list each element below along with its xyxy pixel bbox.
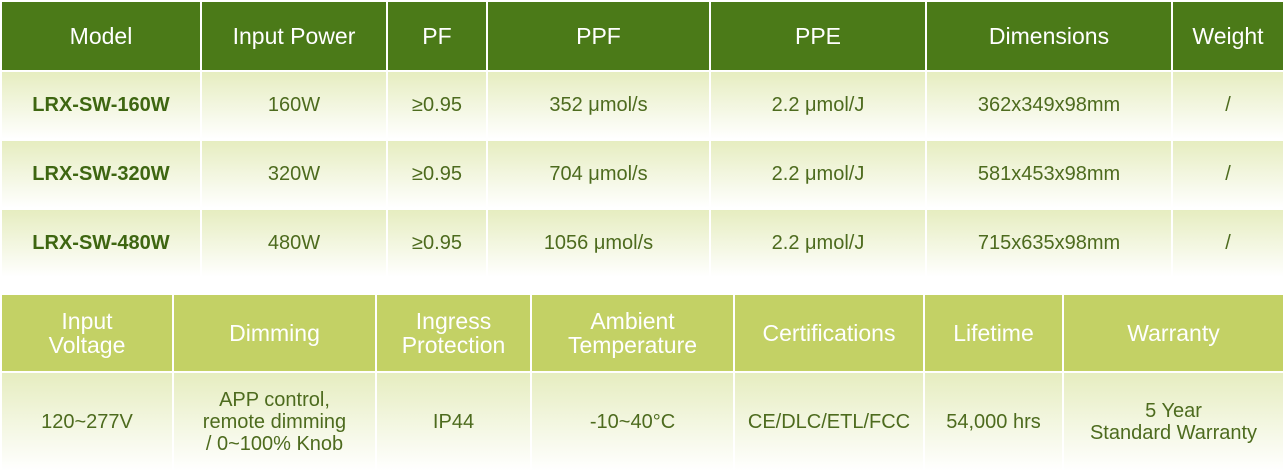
header-cell: Certifications: [733, 293, 925, 373]
spec-table: Model Input Power PF PPF PPE Dimensions Weight…: [0, 0, 1283, 279]
header-row: Model Input Power PF PPF PPE Dimensions Weight: [0, 0, 1283, 72]
table-cell: LRX-SW-160W: [0, 70, 202, 141]
table-cell: 54,000 hrs: [923, 371, 1064, 473]
table-cell: 352 μmol/s: [486, 70, 711, 141]
table-cell: CE/DLC/ETL/FCC: [733, 371, 925, 473]
table-cell: /: [1171, 139, 1283, 210]
table-cell: /: [1171, 208, 1283, 279]
table-row: LRX-SW-320W 320W ≥0.95 704 μmol/s 2.2 μmol/J…: [0, 139, 1283, 210]
table-cell: 120~277V: [0, 371, 174, 473]
table-cell: 715x635x98mm: [925, 208, 1173, 279]
header-cell: Dimensions: [925, 0, 1173, 72]
header-cell: Weight: [1171, 0, 1283, 72]
header-cell: Model: [0, 0, 202, 72]
header-cell: PPE: [709, 0, 927, 72]
table-cell: LRX-SW-480W: [0, 208, 202, 279]
table-cell: 1056 μmol/s: [486, 208, 711, 279]
table-cell: 2.2 μmol/J: [709, 208, 927, 279]
header-cell: Input Voltage: [0, 293, 174, 373]
table-cell: -10~40°C: [530, 371, 735, 473]
table-cell: 362x349x98mm: [925, 70, 1173, 141]
table-cell: APP control, remote dimming / 0~100% Kno…: [172, 371, 377, 473]
table-cell: 704 μmol/s: [486, 139, 711, 210]
table-cell: IP44: [375, 371, 532, 473]
header-cell: Input Power: [200, 0, 388, 72]
table-cell: 320W: [200, 139, 388, 210]
header-cell: PPF: [486, 0, 711, 72]
table-cell: ≥0.95: [386, 70, 488, 141]
table-cell: LRX-SW-320W: [0, 139, 202, 210]
header-cell: Ambient Temperature: [530, 293, 735, 373]
header-row: Input Voltage Dimming Ingress Protection Am…: [0, 293, 1283, 373]
table-cell: 5 Year Standard Warranty: [1062, 371, 1283, 473]
table-row: LRX-SW-160W 160W ≥0.95 352 μmol/s 2.2 μmol/J…: [0, 70, 1283, 141]
table-cell: 160W: [200, 70, 388, 141]
table-cell: ≥0.95: [386, 139, 488, 210]
table-row: LRX-SW-480W 480W ≥0.95 1056 μmol/s 2.2 μmol/…: [0, 208, 1283, 279]
header-cell: Dimming: [172, 293, 377, 373]
table-cell: 581x453x98mm: [925, 139, 1173, 210]
feature-table: Input Voltage Dimming Ingress Protection Am…: [0, 293, 1283, 473]
header-cell: PF: [386, 0, 488, 72]
table-cell: ≥0.95: [386, 208, 488, 279]
table-cell: 480W: [200, 208, 388, 279]
table-cell: 2.2 μmol/J: [709, 139, 927, 210]
header-cell: Warranty: [1062, 293, 1283, 373]
table-row: 120~277V APP control, remote dimming / 0~…: [0, 371, 1283, 473]
table-cell: /: [1171, 70, 1283, 141]
table-cell: 2.2 μmol/J: [709, 70, 927, 141]
header-cell: Ingress Protection: [375, 293, 532, 373]
header-cell: Lifetime: [923, 293, 1064, 373]
